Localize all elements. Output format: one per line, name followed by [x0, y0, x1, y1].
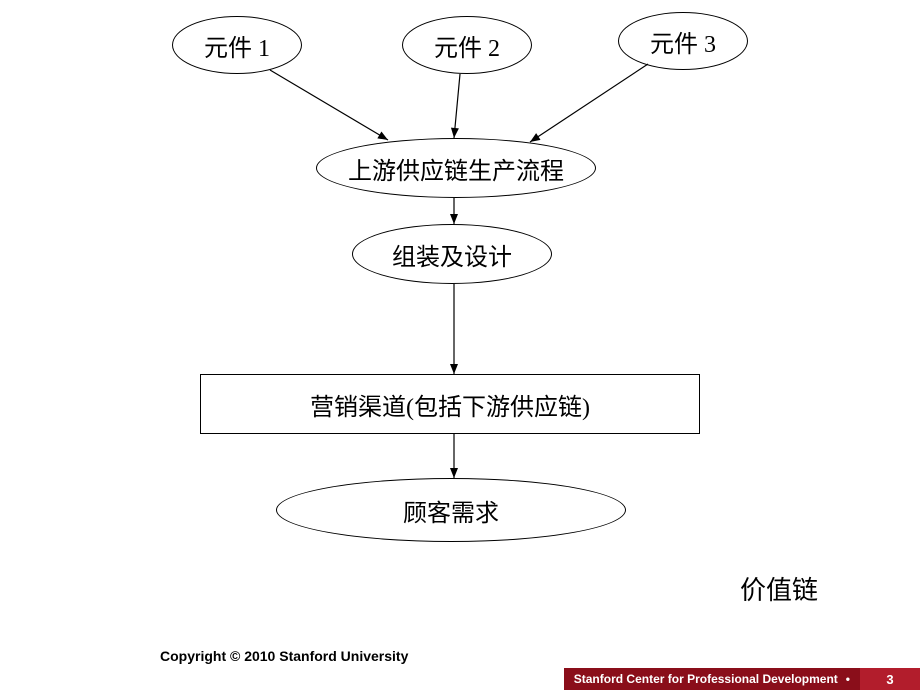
node-label: 元件 3: [650, 24, 716, 59]
value-chain-label: 价值链: [740, 570, 818, 607]
copyright-text: Copyright © 2010 Stanford University: [160, 648, 408, 664]
node-label: 元件 1: [204, 28, 270, 63]
footer-page-number: 3: [860, 668, 920, 690]
node-customer: 顾客需求: [276, 478, 626, 542]
footer-bullet-icon: •: [846, 672, 850, 686]
footer-org-text: Stanford Center for Professional Develop…: [574, 672, 838, 686]
node-label: 顾客需求: [403, 493, 499, 528]
node-component-1: 元件 1: [172, 16, 302, 74]
footer-left: Stanford Center for Professional Develop…: [564, 668, 860, 690]
node-component-3: 元件 3: [618, 12, 748, 70]
node-label: 组装及设计: [392, 237, 512, 272]
footer-bar: Stanford Center for Professional Develop…: [564, 668, 920, 690]
node-label: 元件 2: [434, 28, 500, 63]
node-marketing: 营销渠道(包括下游供应链): [200, 374, 700, 434]
node-label: 上游供应链生产流程: [348, 151, 564, 186]
node-label: 营销渠道(包括下游供应链): [310, 387, 590, 422]
node-assembly: 组装及设计: [352, 224, 552, 284]
node-component-2: 元件 2: [402, 16, 532, 74]
node-upstream: 上游供应链生产流程: [316, 138, 596, 198]
